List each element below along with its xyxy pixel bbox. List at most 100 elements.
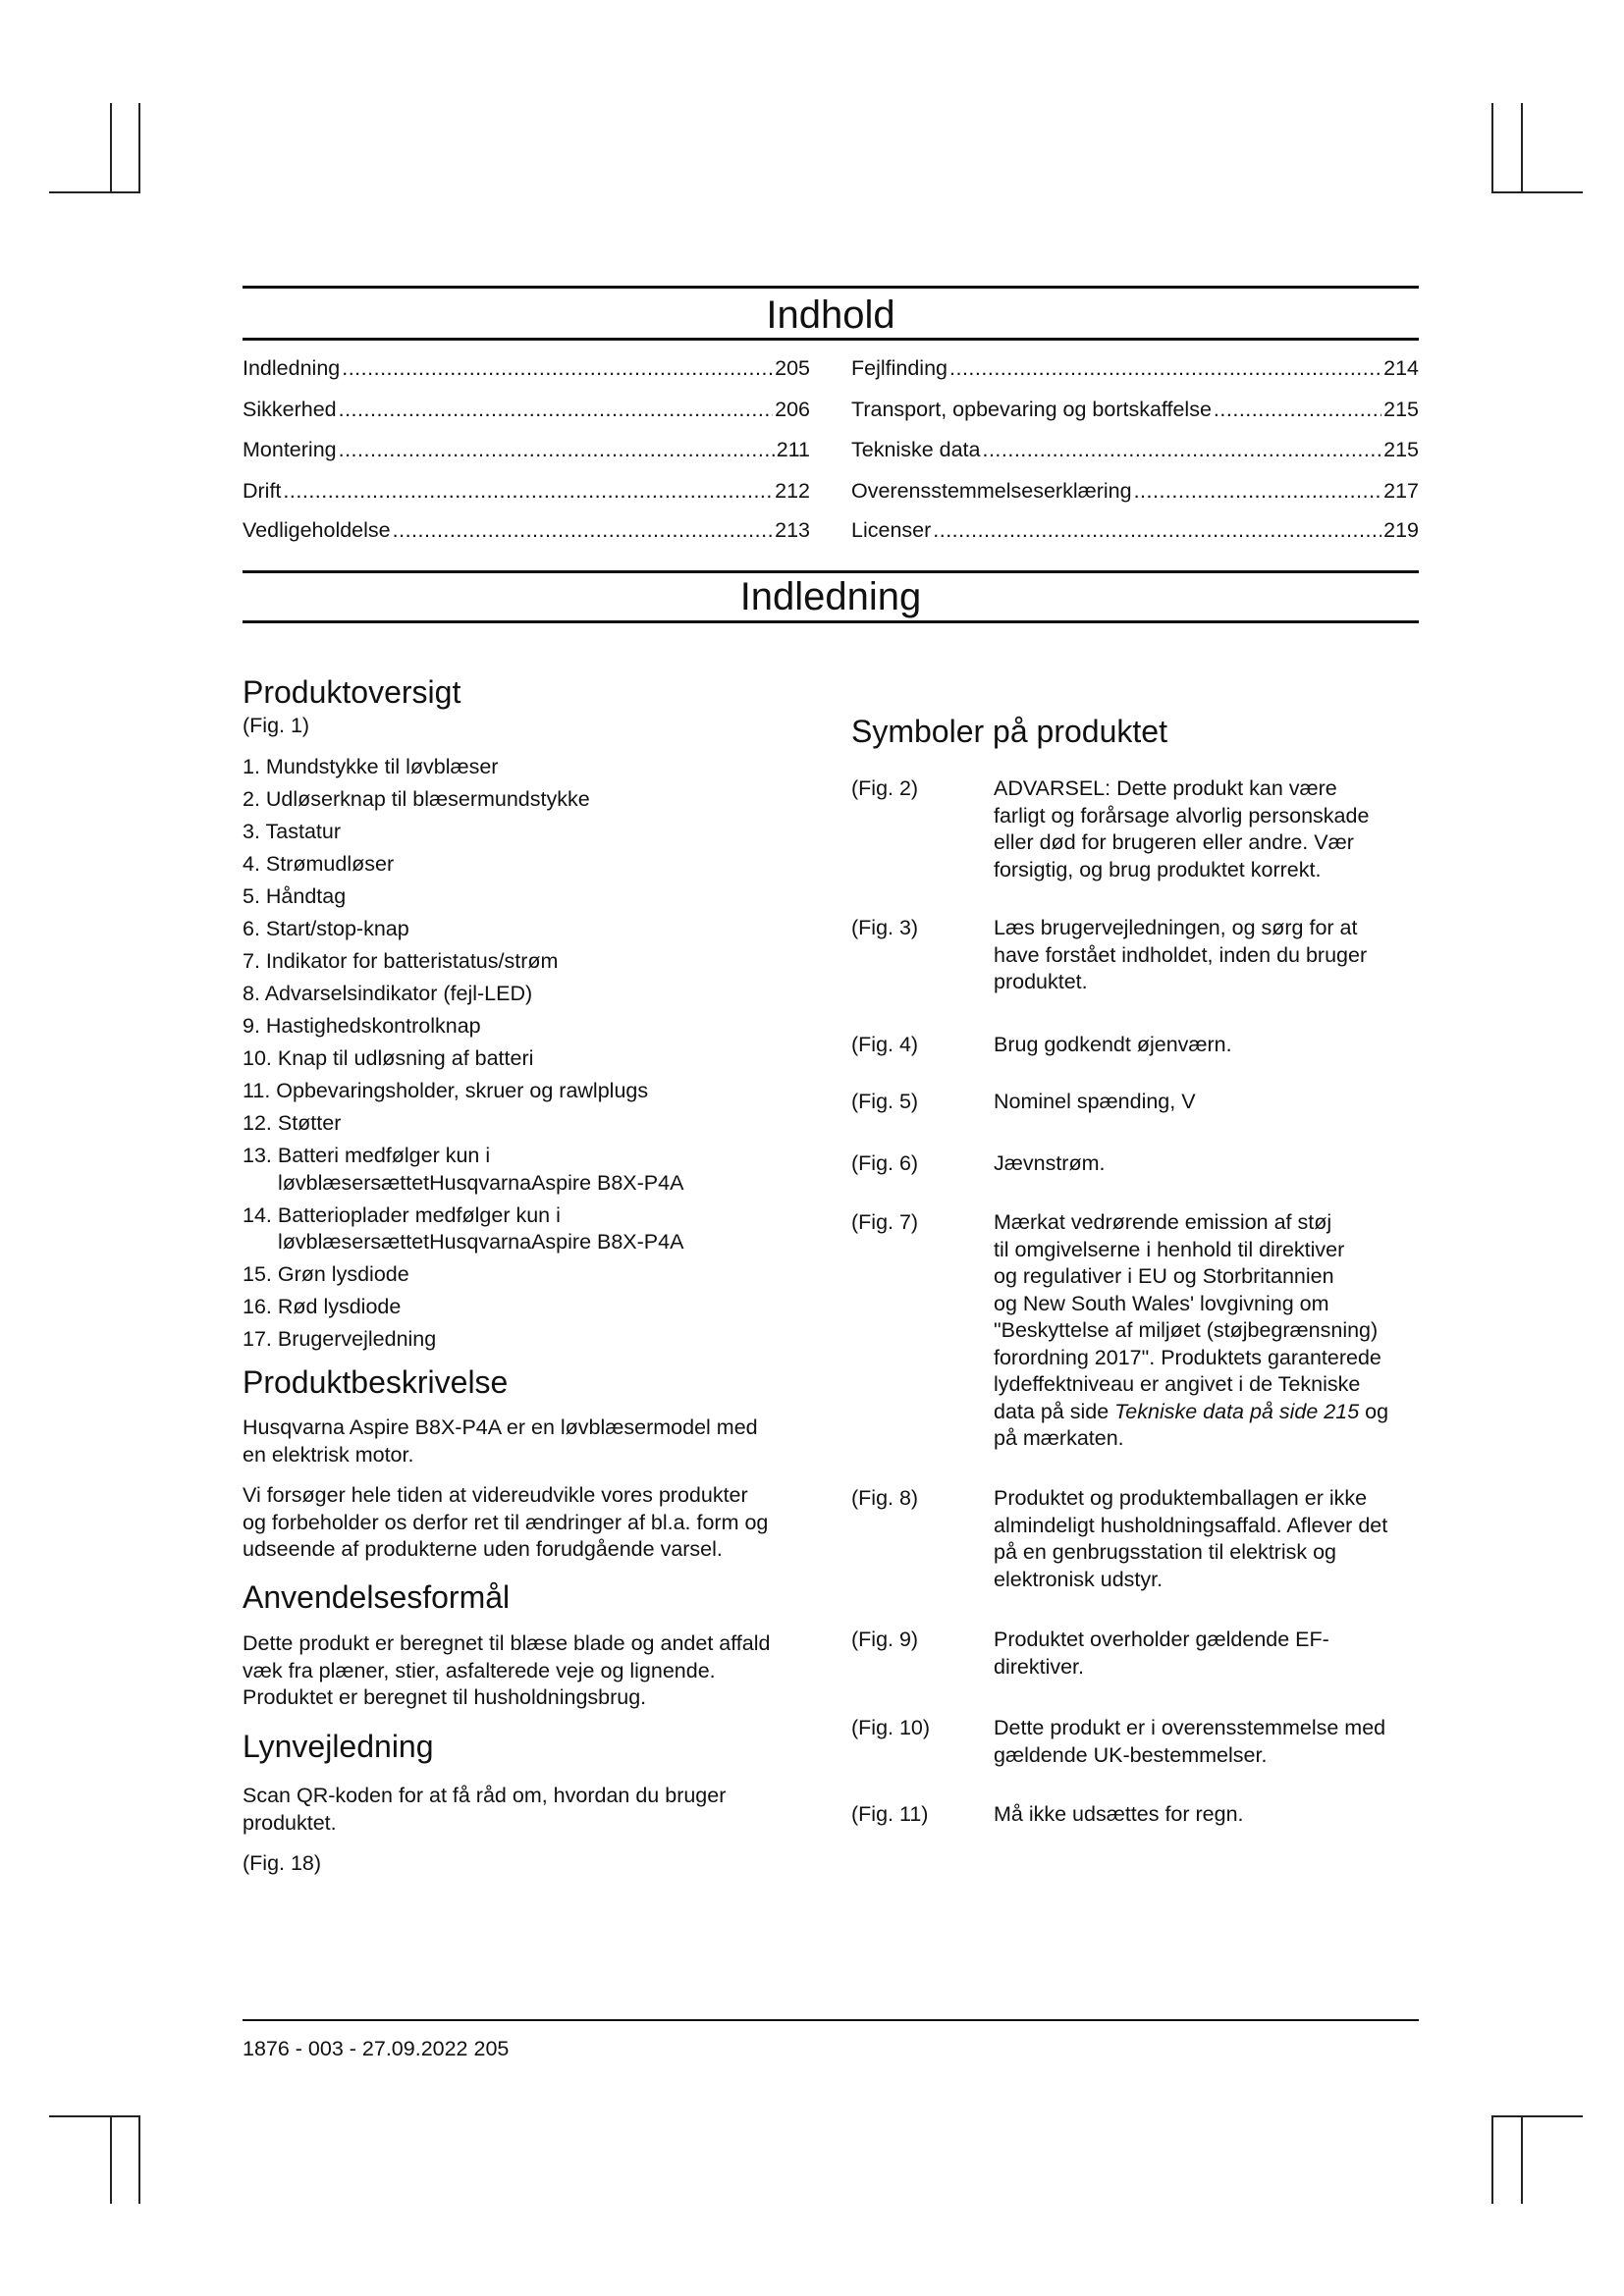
- text-segment: data på side: [994, 1399, 1115, 1423]
- footer-rule: [243, 2019, 1419, 2021]
- text-segment: og: [1359, 1399, 1389, 1423]
- text-line: almindeligt husholdningsaffald. Aflever …: [994, 1513, 1388, 1537]
- toc-entry[interactable]: Montering 211: [243, 437, 810, 462]
- text-line: lydeffektniveau er angivet i de Tekniske: [994, 1372, 1361, 1396]
- list-item: 16. Rød lysdiode: [243, 1294, 683, 1321]
- toc-entry-page: 212: [775, 479, 810, 503]
- list-item-line: 8. Advarselsindikator (fejl-LED): [243, 982, 533, 1005]
- text-line: Jævnstrøm.: [994, 1151, 1106, 1175]
- text-line: Produktet er beregnet til husholdningsbr…: [243, 1685, 647, 1709]
- cross-reference-link[interactable]: Tekniske data på side 215: [1114, 1399, 1360, 1423]
- toc-entry-page: 211: [776, 438, 810, 461]
- toc-leader-dots: [342, 355, 773, 381]
- toc-entry-label: Licenser: [851, 518, 932, 542]
- crop-mark: [1491, 191, 1583, 193]
- symbol-fig-ref: (Fig. 11): [851, 1802, 929, 1826]
- toc-entry-page: 214: [1383, 356, 1419, 380]
- text-line: og forbeholder os derfor ret til ændring…: [243, 1510, 769, 1534]
- text-line: Dette produkt er i overensstemmelse med: [994, 1716, 1386, 1739]
- symbol-fig-ref: (Fig. 5): [851, 1090, 919, 1113]
- toc-entry[interactable]: Tekniske data 215: [851, 437, 1419, 462]
- text-line: eller død for brugeren eller andre. Vær: [994, 830, 1354, 854]
- toc-entry[interactable]: Indledning 205: [243, 355, 810, 381]
- list-item-line: 9. Hastighedskontrolknap: [243, 1014, 481, 1038]
- text-line: væk fra plæner, stier, asfalterede veje …: [243, 1658, 716, 1682]
- text-line: Må ikke udsættes for regn.: [994, 1802, 1244, 1826]
- list-item-line: 6. Start/stop-knap: [243, 917, 409, 940]
- symbol-fig-ref: (Fig. 2): [851, 776, 919, 800]
- list-item-line: løvblæsersættetHusqvarnaAspire B8X-P4A: [278, 1230, 684, 1254]
- symbol-description: Mærkat vedrørende emission af støj til om…: [994, 1209, 1388, 1453]
- text-line: Produktet overholder gældende EF-: [994, 1628, 1329, 1651]
- text-line: Læs brugervejledningen, og sørg for at: [994, 916, 1358, 939]
- fig-ref: (Fig. 18): [243, 1851, 322, 1875]
- text-line: en elektrisk motor.: [243, 1442, 414, 1467]
- list-item-line: 7. Indikator for batteristatus/strøm: [243, 949, 559, 973]
- symbol-fig-ref: (Fig. 9): [851, 1628, 919, 1651]
- list-item-line: 10. Knap til udløsning af batteri: [243, 1046, 534, 1070]
- list-item: 7. Indikator for batteristatus/strøm: [243, 948, 683, 976]
- text-line: elektronisk udstyr.: [994, 1567, 1164, 1591]
- symbol-fig-ref: (Fig. 4): [851, 1033, 919, 1056]
- crop-mark: [49, 191, 140, 193]
- fig-ref: (Fig. 1): [243, 714, 310, 737]
- crop-mark: [138, 103, 140, 191]
- toc-entry-label: Tekniske data: [851, 438, 981, 461]
- heading-symboler: Symboler på produktet: [851, 714, 1167, 749]
- toc-leader-dots: [949, 355, 1381, 381]
- heading-anvendelsesformaal: Anvendelsesformål: [243, 1579, 511, 1615]
- list-item: 8. Advarselsindikator (fejl-LED): [243, 981, 683, 1008]
- rule: [243, 286, 1419, 289]
- list-item-line: 15. Grøn lysdiode: [243, 1262, 409, 1286]
- toc-entry[interactable]: Licenser 219: [851, 517, 1419, 543]
- toc-entry-page: 206: [775, 398, 810, 421]
- list-item: 4. Strømudløser: [243, 851, 683, 879]
- toc-entry-label: Drift: [243, 479, 282, 503]
- list-item: 13. Batteri medfølger kun i løvblæsersætt…: [243, 1143, 683, 1197]
- toc-entry-page: 205: [775, 356, 810, 380]
- symbol-fig-ref: (Fig. 10): [851, 1716, 931, 1739]
- text-line: gældende UK-bestemmelser.: [994, 1742, 1268, 1767]
- list-item-line: 13. Batteri medfølger kun i: [243, 1144, 491, 1167]
- rule: [243, 620, 1419, 623]
- symbol-description: Produktet overholder gældende EF-direkti…: [994, 1627, 1329, 1681]
- toc-entry[interactable]: Vedligeholdelse 213: [243, 517, 810, 543]
- list-item-line: 5. Håndtag: [243, 884, 347, 908]
- toc-entry[interactable]: Fejlfinding 214: [851, 355, 1419, 381]
- paragraph: Scan QR-koden for at få råd om, hvordan …: [243, 1783, 726, 1837]
- crop-mark: [1521, 103, 1523, 191]
- toc-entry[interactable]: Transport, opbevaring og bortskaffelse 21…: [851, 397, 1419, 422]
- toc-leader-dots: [933, 517, 1381, 543]
- list-item: 11. Opbevaringsholder, skruer og rawlplu…: [243, 1078, 683, 1105]
- text-line: Nominel spænding, V: [994, 1090, 1196, 1113]
- list-item-line: 2. Udløserknap til blæsermundstykke: [243, 787, 590, 811]
- list-item-line: 14. Batterioplader medfølger kun i: [243, 1202, 561, 1227]
- paragraph: Husqvarna Aspire B8X-P4A er en løvblæser…: [243, 1415, 758, 1468]
- symbol-description: Nominel spænding, V: [994, 1089, 1196, 1116]
- list-item-line: 16. Rød lysdiode: [243, 1295, 402, 1318]
- text-line: og New South Wales' lovgivning om: [994, 1291, 1329, 1315]
- list-item: 6. Start/stop-knap: [243, 916, 683, 943]
- toc-entry[interactable]: Overensstemmelseserklæring 217: [851, 478, 1419, 504]
- toc-leader-dots: [283, 478, 773, 504]
- symbol-description: Læs brugervejledningen, og sørg for at ha…: [994, 915, 1367, 996]
- text-line: Vi forsøger hele tiden at videreudvikle …: [243, 1483, 748, 1507]
- paragraph: Dette produkt er beregnet til blæse blad…: [243, 1630, 770, 1712]
- crop-mark: [110, 103, 112, 191]
- symbol-description: ADVARSEL: Dette produkt kan være farligt …: [994, 775, 1369, 883]
- footer-text: 1876 - 003 - 27.09.2022 205: [243, 2037, 510, 2060]
- text-line: ADVARSEL: Dette produkt kan være: [994, 776, 1337, 800]
- toc-entry[interactable]: Sikkerhed 206: [243, 397, 810, 422]
- symbol-fig-ref: (Fig. 7): [851, 1210, 919, 1234]
- list-item: 12. Støtter: [243, 1110, 683, 1138]
- symbol-fig-ref: (Fig. 6): [851, 1151, 919, 1175]
- list-item: 14. Batterioplader medfølger kun i løvblæ…: [243, 1202, 683, 1256]
- toc-entry-label: Transport, opbevaring og bortskaffelse: [851, 398, 1212, 421]
- symbol-description: Jævnstrøm.: [994, 1150, 1105, 1178]
- toc-entry-label: Overensstemmelseserklæring: [851, 479, 1132, 503]
- toc-leader-dots: [1134, 478, 1382, 504]
- text-line: Produktet og produktemballagen er ikke: [994, 1486, 1368, 1510]
- text-line: Mærkat vedrørende emission af støj: [994, 1210, 1332, 1234]
- toc-leader-dots: [982, 437, 1381, 462]
- toc-entry[interactable]: Drift 212: [243, 478, 810, 504]
